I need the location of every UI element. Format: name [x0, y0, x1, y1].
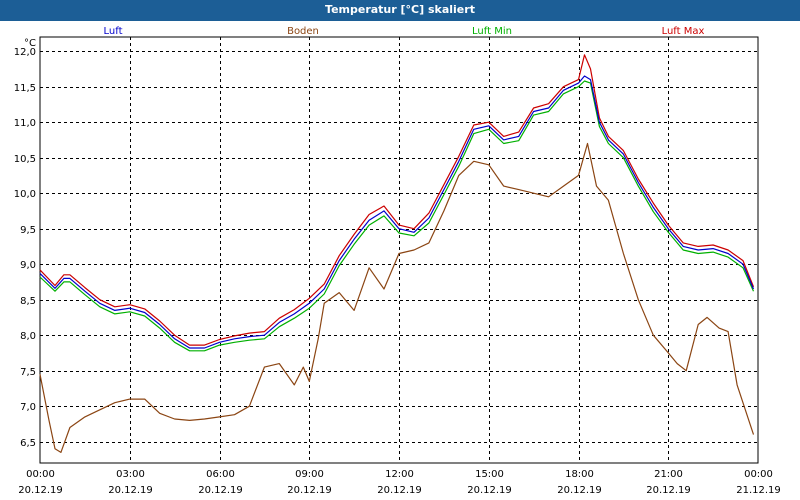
y-tick-label: 10,0: [14, 189, 36, 200]
x-tick-time: 15:00: [475, 469, 504, 480]
grid-lines: [40, 37, 758, 463]
y-tick-label: 11,0: [14, 118, 36, 129]
x-tick-date: 21.12.19: [736, 485, 781, 496]
x-tick-date: 20.12.19: [198, 485, 243, 496]
legend: Luft Boden Luft Min Luft Max: [104, 26, 705, 37]
y-tick-label: 7,5: [20, 367, 36, 378]
x-tick-time: 06:00: [206, 469, 235, 480]
series-line-luft-max: [39, 54, 755, 346]
temperature-chart: 6,5 7,0 7,5 8,0 8,5 9,0 9,5 10,0 10,5 11,0 11,5 12,…: [14, 26, 781, 496]
x-tick-time: 09:00: [295, 469, 324, 480]
x-tick-time: 18:00: [565, 469, 594, 480]
legend-boden: Boden: [287, 26, 319, 37]
x-tick-date: 20.12.19: [108, 485, 153, 496]
x-tick-date: 20.12.19: [287, 485, 332, 496]
y-tick-label: 8,0: [20, 331, 36, 342]
series-line-luft: [39, 75, 755, 349]
series-line-luft-min: [39, 80, 755, 352]
x-tick-time: 00:00: [26, 469, 55, 480]
legend-luft-min: Luft Min: [472, 26, 512, 37]
x-tick-date: 20.12.19: [646, 485, 691, 496]
y-tick-label: 11,5: [14, 83, 36, 94]
y-axis-unit-label: °C: [24, 38, 36, 49]
axis-ticks: 6,5 7,0 7,5 8,0 8,5 9,0 9,5 10,0 10,5 11,0 11,5 12,…: [14, 47, 781, 496]
x-tick-time: 12:00: [385, 469, 414, 480]
x-tick-time: 21:00: [654, 469, 683, 480]
y-tick-label: 9,5: [20, 225, 36, 236]
y-tick-label: 12,0: [14, 47, 36, 58]
y-tick-label: 8,5: [20, 296, 36, 307]
x-tick-time: 00:00: [744, 469, 773, 480]
series-line-boden: [39, 142, 755, 453]
y-tick-label: 6,5: [20, 438, 36, 449]
x-tick-time: 03:00: [116, 469, 145, 480]
legend-luft-max: Luft Max: [662, 26, 705, 37]
x-tick-date: 20.12.19: [557, 485, 602, 496]
x-tick-date: 20.12.19: [377, 485, 422, 496]
x-tick-date: 20.12.19: [467, 485, 512, 496]
window-title-bar: Temperatur [°C] skaliert: [0, 0, 800, 21]
legend-luft: Luft: [104, 26, 123, 37]
y-tick-label: 7,0: [20, 402, 36, 413]
y-tick-label: 10,5: [14, 154, 36, 165]
x-tick-date: 20.12.19: [18, 485, 63, 496]
y-tick-label: 9,0: [20, 260, 36, 271]
data-series: [39, 54, 755, 453]
window-title: Temperatur [°C] skaliert: [325, 3, 475, 16]
